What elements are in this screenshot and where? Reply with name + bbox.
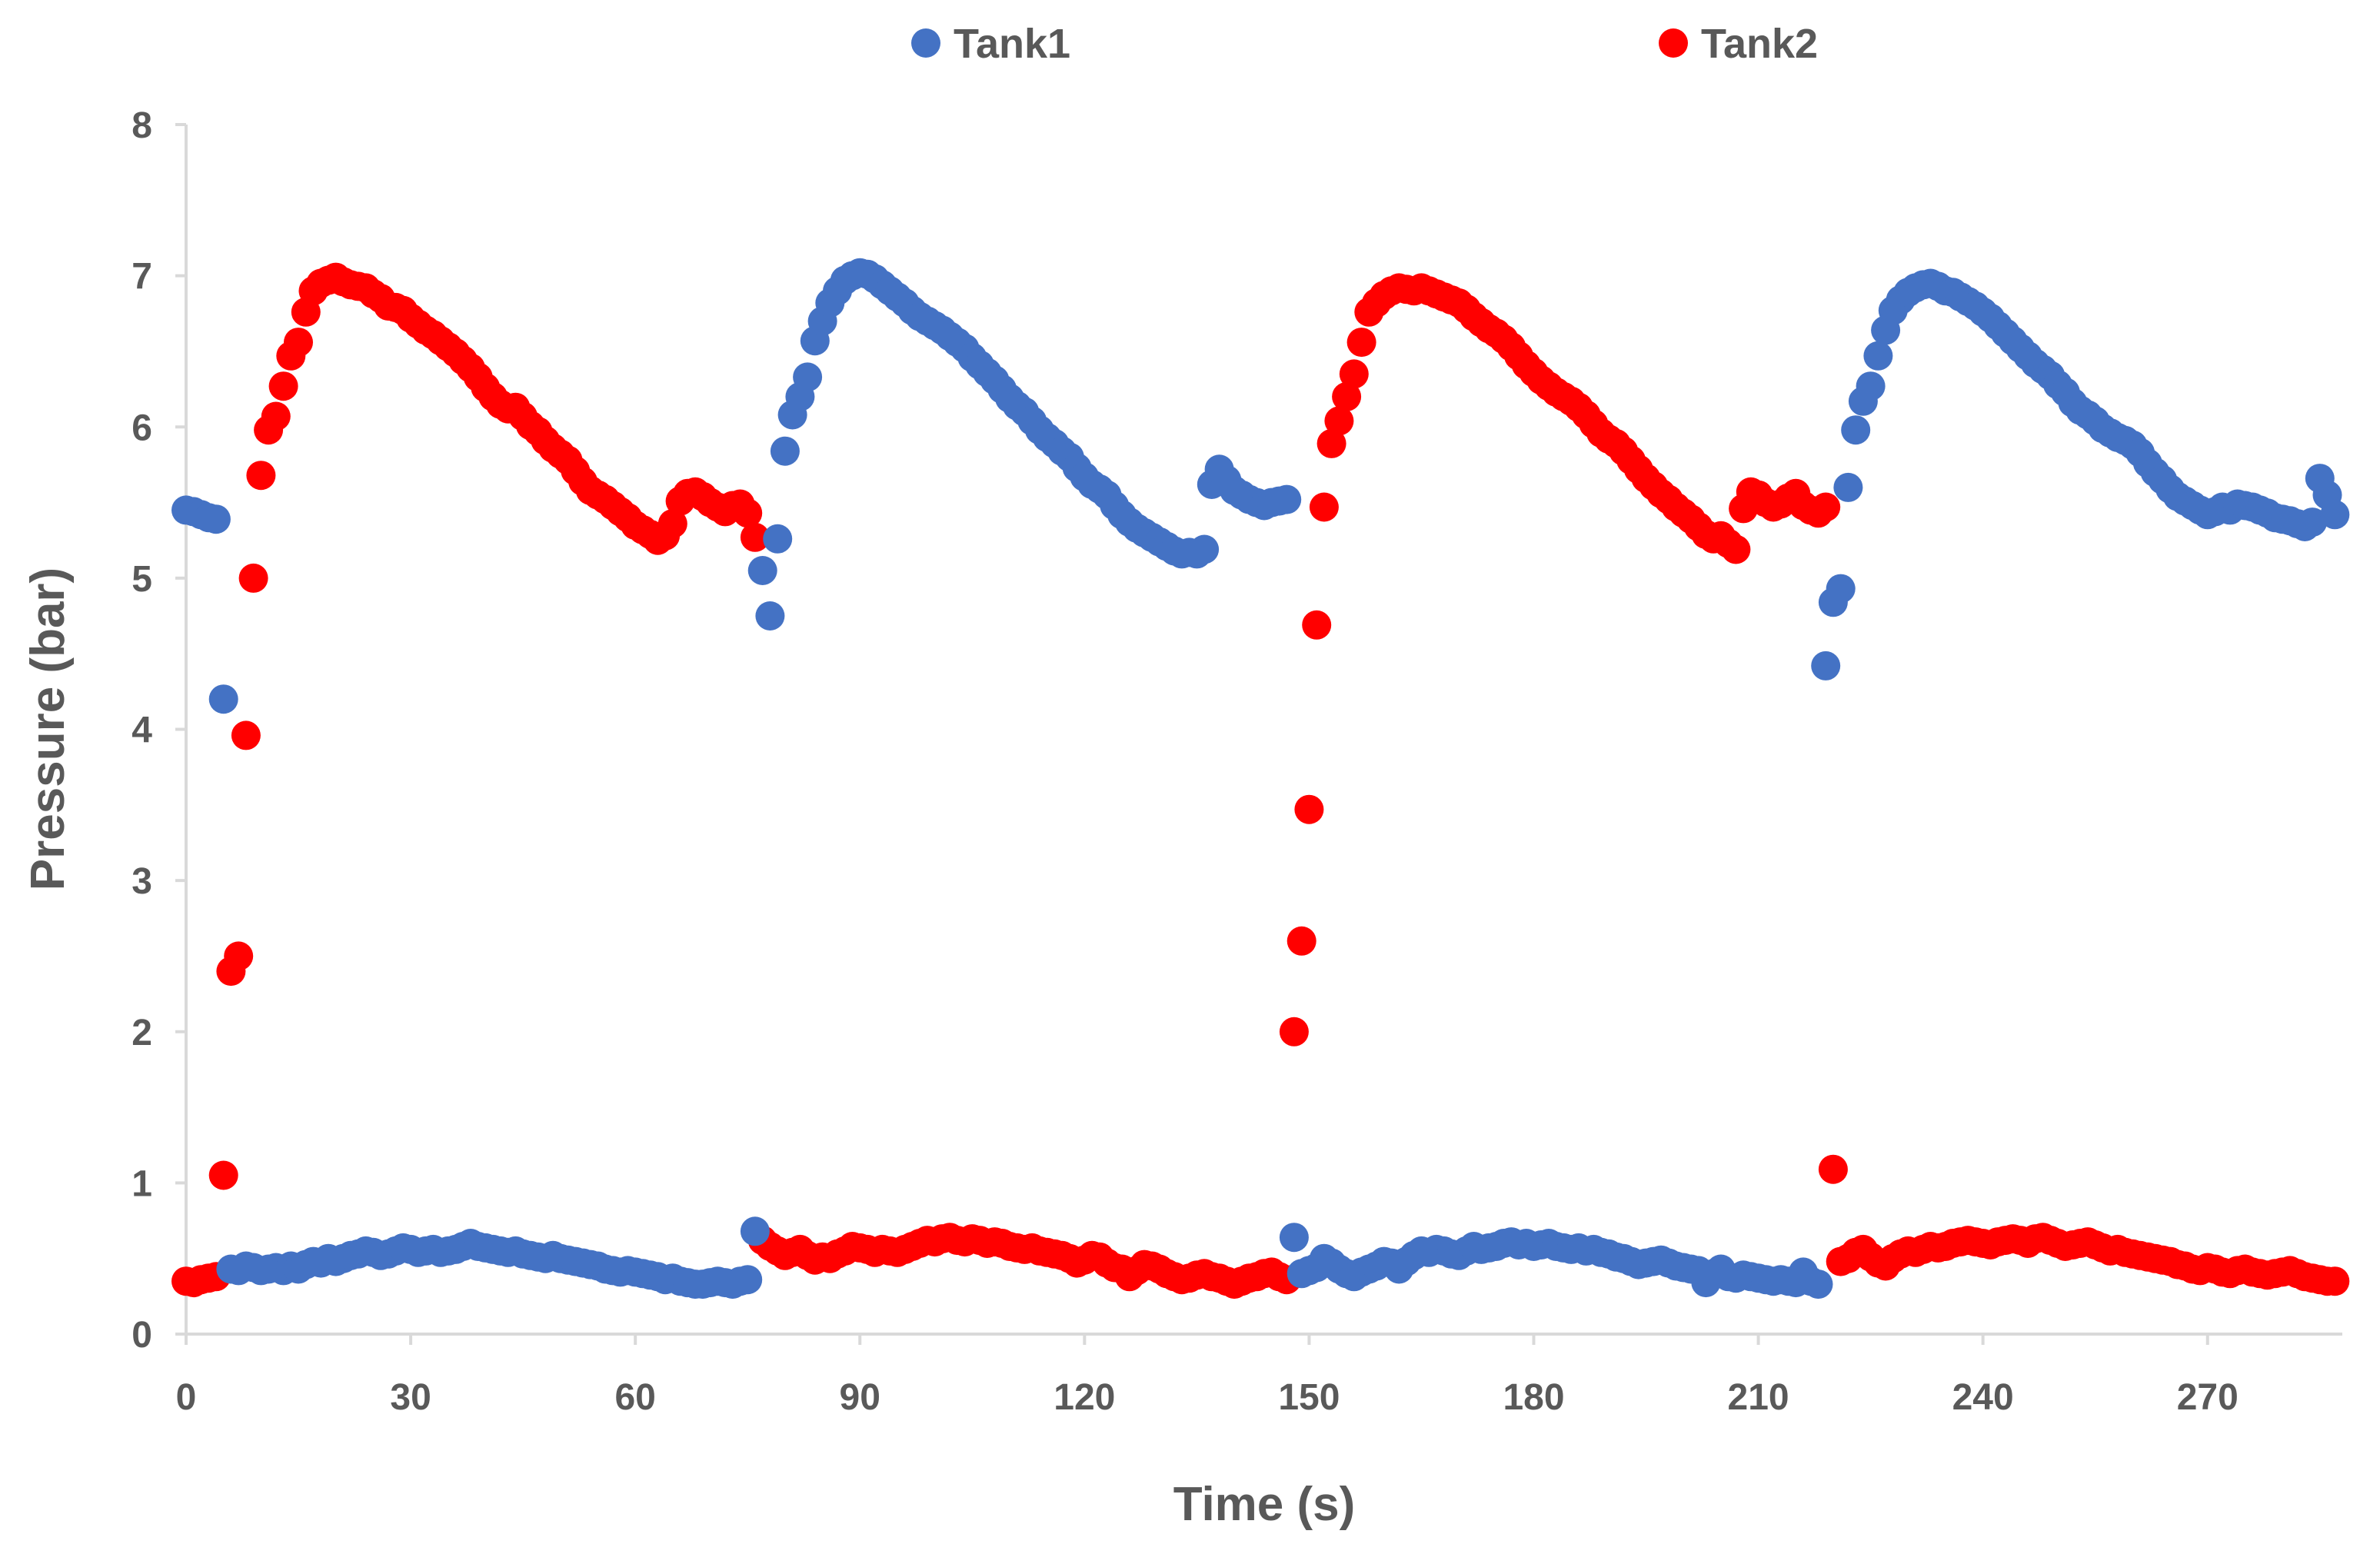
y-tick-label: 3	[131, 861, 152, 902]
data-point-tank1	[747, 556, 777, 585]
y-axis-title: Pressure (bar)	[22, 567, 75, 890]
data-point-tank2	[2320, 1266, 2350, 1296]
x-tick-label: 120	[1054, 1377, 1115, 1418]
data-point-tank2	[1332, 381, 1362, 411]
data-point-tank2	[1346, 328, 1376, 358]
legend-label-tank2: Tank2	[1701, 21, 1818, 67]
data-point-tank1	[755, 601, 785, 631]
x-tick-label: 0	[176, 1377, 197, 1418]
data-point-tank2	[268, 371, 298, 401]
data-point-tank2	[284, 328, 313, 358]
series-tank2	[171, 262, 2350, 1299]
y-tick-label: 4	[131, 710, 152, 751]
data-point-tank2	[1287, 926, 1316, 956]
data-point-tank2	[1339, 359, 1369, 389]
axes	[185, 125, 2342, 1336]
data-point-tank2	[238, 563, 268, 593]
series-tank1	[171, 258, 2350, 1299]
y-tick-label: 5	[131, 559, 152, 600]
data-point-tank2	[733, 498, 763, 528]
data-point-tank2	[1818, 1154, 1848, 1184]
y-tick-label: 6	[131, 408, 152, 448]
data-point-tank2	[657, 509, 687, 539]
legend-label-tank1: Tank1	[954, 21, 1070, 67]
data-point-tank2	[1324, 406, 1354, 436]
x-tick-label: 240	[1952, 1377, 2014, 1418]
data-point-tank2	[740, 522, 770, 552]
legend-marker-tank1	[911, 28, 940, 58]
data-point-tank2	[246, 461, 276, 491]
data-point-tank2	[224, 941, 254, 971]
data-point-tank1	[1841, 415, 1871, 445]
x-tick-label: 180	[1503, 1377, 1564, 1418]
data-point-tank2	[231, 720, 261, 750]
y-tick-label: 7	[131, 257, 152, 298]
x-tick-label: 150	[1278, 1377, 1340, 1418]
data-point-tank1	[1190, 534, 1220, 564]
data-point-tank1	[1803, 1269, 1833, 1299]
x-axis-title: Time (s)	[1173, 1478, 1356, 1531]
data-point-tank2	[1309, 492, 1339, 522]
data-point-tank1	[1856, 371, 1886, 401]
legend-marker-tank2	[1659, 28, 1688, 58]
data-point-tank1	[763, 524, 793, 554]
y-tick-label: 2	[131, 1013, 152, 1053]
data-point-tank2	[1721, 534, 1751, 564]
data-point-tank2	[261, 401, 291, 431]
x-ticks: 0 30 60 90 120 150 180 210 240 270	[176, 1334, 2239, 1418]
data-point-tank1	[2320, 500, 2350, 530]
data-point-tank1	[1272, 484, 1302, 514]
data-point-tank1	[770, 436, 800, 466]
y-tick-label: 1	[131, 1163, 152, 1204]
data-point-tank1	[1826, 574, 1856, 604]
x-tick-label: 210	[1728, 1377, 1789, 1418]
x-tick-label: 90	[840, 1377, 880, 1418]
x-tick-label: 60	[614, 1377, 655, 1418]
x-tick-label: 270	[2177, 1377, 2239, 1418]
data-point-tank2	[1294, 794, 1324, 824]
data-point-tank2	[208, 1160, 238, 1190]
data-point-tank1	[740, 1216, 770, 1246]
legend: Tank1 Tank2	[911, 21, 1818, 67]
data-point-tank1	[733, 1265, 763, 1295]
y-tick-label: 8	[131, 105, 152, 146]
data-point-tank1	[793, 362, 823, 392]
y-ticks: 0 1 2 3 4 5 6 7 8	[131, 105, 186, 1356]
data-point-tank1	[2298, 507, 2328, 537]
data-point-tank1	[1279, 1223, 1309, 1253]
data-point-tank2	[1811, 492, 1841, 522]
y-tick-label: 0	[131, 1315, 152, 1356]
data-point-tank1	[201, 504, 231, 534]
data-point-tank1	[208, 684, 238, 714]
data-point-tank1	[1863, 341, 1893, 371]
data-point-tank2	[1279, 1017, 1309, 1047]
x-tick-label: 30	[390, 1377, 431, 1418]
data-point-tank1	[1833, 472, 1863, 502]
data-point-tank1	[1811, 651, 1841, 680]
data-point-tank2	[1302, 610, 1332, 640]
data-point-tank2	[1316, 428, 1346, 458]
